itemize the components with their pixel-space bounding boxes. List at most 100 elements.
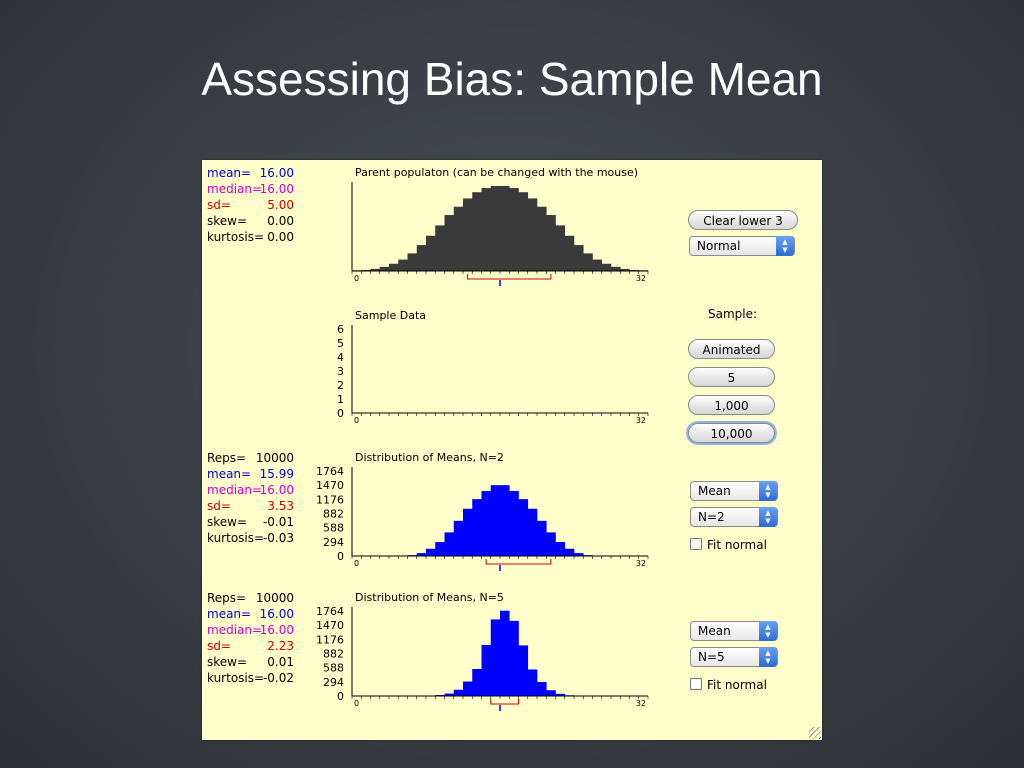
parent-chart-title: Parent populaton (can be changed with th… bbox=[355, 166, 638, 179]
parent-bar bbox=[416, 245, 427, 271]
animated-button[interactable]: Animated bbox=[688, 339, 775, 359]
parent-stats: mean= 16.00 median= 16.00 sd= 5.00 skew= 0.00 ku… bbox=[202, 165, 294, 245]
parent-bar bbox=[629, 269, 640, 271]
dist2-bar bbox=[444, 532, 455, 556]
dist5-bar bbox=[463, 681, 473, 696]
sample-10000-button[interactable]: 10,000 bbox=[688, 423, 775, 443]
parent-bar bbox=[537, 206, 547, 271]
stat-label: kurtosis= bbox=[207, 671, 265, 685]
parent-bar bbox=[453, 206, 464, 271]
dist2-fit-normal-checkbox[interactable]: Fit normal bbox=[690, 538, 767, 554]
dist2-x-max-label: 32 bbox=[636, 559, 646, 568]
stat-value: 16.00 bbox=[259, 607, 294, 621]
checkbox-box[interactable] bbox=[690, 678, 702, 690]
dist5-sample-size-select[interactable]: N=5 ▲ ▼ bbox=[690, 647, 778, 667]
sample-x-min-label: 0 bbox=[354, 416, 359, 425]
dist5-bar bbox=[537, 682, 547, 696]
stat-value: 10000 bbox=[255, 451, 294, 465]
parent-bar bbox=[398, 259, 408, 271]
chevron-updown-icon: ▲ ▼ bbox=[776, 236, 794, 256]
sample-y-tick-label: 2 bbox=[337, 379, 344, 392]
dist2-bar bbox=[463, 508, 473, 556]
dist5-bar bbox=[546, 690, 556, 696]
dist5-y-tick-label: 1764 bbox=[316, 605, 344, 618]
population-shape-select[interactable]: Normal ▲ ▼ bbox=[689, 236, 795, 256]
dist5-bar bbox=[500, 610, 510, 696]
dist2-bar bbox=[518, 499, 529, 556]
parent-bar bbox=[481, 188, 492, 271]
parent-bar bbox=[518, 192, 529, 271]
sample-chart-title: Sample Data bbox=[355, 309, 426, 322]
dist5-statistic-select[interactable]: Mean ▲ ▼ bbox=[690, 621, 778, 641]
dist2-y-tick-label: 1470 bbox=[316, 479, 344, 492]
dist2-bar bbox=[509, 490, 519, 556]
plots-canvas[interactable]: Parent populaton (can be changed with th… bbox=[202, 160, 822, 740]
stat-row: median= 16.00 bbox=[202, 482, 294, 498]
dist2-statistic-select[interactable]: Mean ▲ ▼ bbox=[690, 481, 778, 501]
stat-label: median= bbox=[207, 483, 263, 497]
dist5-chart-title: Distribution of Means, N=5 bbox=[355, 591, 504, 604]
dist2-y-tick-label: 882 bbox=[323, 508, 344, 521]
sample-y-tick-label: 0 bbox=[337, 407, 344, 420]
sample-1000-button[interactable]: 1,000 bbox=[688, 395, 775, 415]
dist5-sample-size-value: N=5 bbox=[698, 650, 725, 664]
dist2-y-tick-label: 294 bbox=[323, 536, 344, 549]
dist5-bar bbox=[453, 689, 464, 696]
clear-lower-3-button[interactable]: Clear lower 3 bbox=[688, 210, 798, 230]
stat-value: 15.99 bbox=[259, 467, 294, 481]
parent-bar bbox=[444, 215, 455, 271]
stat-value: 0.00 bbox=[267, 214, 294, 228]
stat-row: median= 16.00 bbox=[202, 622, 294, 638]
sample-y-tick-label: 5 bbox=[337, 337, 344, 350]
dist2-y-tick-label: 0 bbox=[337, 550, 344, 563]
dist5-y-tick-label: 882 bbox=[323, 648, 344, 661]
stat-label: median= bbox=[207, 623, 263, 637]
dist2-bar bbox=[481, 490, 492, 556]
stat-value: 16.00 bbox=[259, 483, 294, 497]
dist2-bar bbox=[555, 542, 566, 556]
chevron-updown-icon: ▲ ▼ bbox=[759, 481, 777, 501]
dist5-bar bbox=[518, 645, 529, 696]
dist5-fit-normal-checkbox[interactable]: Fit normal bbox=[690, 678, 767, 694]
checkbox-box[interactable] bbox=[690, 538, 702, 550]
dist2-interval-bracket bbox=[485, 559, 552, 565]
stat-value: 16.00 bbox=[259, 623, 294, 637]
stat-row: Reps= 10000 bbox=[202, 450, 294, 466]
dist2-bar bbox=[546, 532, 556, 556]
stat-row: skew= -0.01 bbox=[202, 514, 294, 530]
dist5-y-tick-label: 294 bbox=[323, 676, 344, 689]
dist5-y-tick-label: 0 bbox=[337, 690, 344, 703]
sample-5-button[interactable]: 5 bbox=[688, 367, 775, 387]
sample-x-max-label: 32 bbox=[636, 416, 646, 425]
dist2-chart-title: Distribution of Means, N=2 bbox=[355, 451, 504, 464]
parent-bar bbox=[555, 225, 566, 271]
dist5-y-tick-label: 1470 bbox=[316, 619, 344, 632]
parent-bar bbox=[620, 268, 630, 271]
dist2-bar bbox=[537, 520, 547, 556]
dist5-x-min-label: 0 bbox=[354, 699, 359, 708]
dist5-x-max-label: 32 bbox=[636, 699, 646, 708]
stat-label: mean= bbox=[207, 607, 252, 621]
stat-value: 16.00 bbox=[259, 166, 294, 180]
dist5-bar bbox=[490, 619, 501, 696]
dist5-fit-normal-label: Fit normal bbox=[707, 678, 767, 692]
stat-row: kurtosis= 0.00 bbox=[202, 229, 294, 245]
resize-grip-icon[interactable] bbox=[809, 727, 821, 739]
dist5-y-tick-label: 588 bbox=[323, 662, 344, 675]
parent-bar bbox=[601, 263, 612, 271]
parent-bar bbox=[574, 245, 584, 271]
stat-value: 16.00 bbox=[259, 182, 294, 196]
dist5-bar bbox=[527, 669, 538, 696]
stat-value: 2.23 bbox=[267, 639, 294, 653]
sample-y-tick-label: 1 bbox=[337, 393, 344, 406]
stat-label: mean= bbox=[207, 166, 252, 180]
sample-y-tick-label: 3 bbox=[337, 365, 344, 378]
stat-row: mean= 16.00 bbox=[202, 606, 294, 622]
stat-value: 3.53 bbox=[267, 499, 294, 513]
parent-bar bbox=[389, 263, 399, 271]
dist2-bar bbox=[564, 548, 575, 556]
stat-label: sd= bbox=[207, 499, 231, 513]
dist2-sample-size-select[interactable]: N=2 ▲ ▼ bbox=[690, 507, 778, 527]
sample-heading: Sample: bbox=[708, 307, 758, 321]
stat-value: 5.00 bbox=[267, 198, 294, 212]
